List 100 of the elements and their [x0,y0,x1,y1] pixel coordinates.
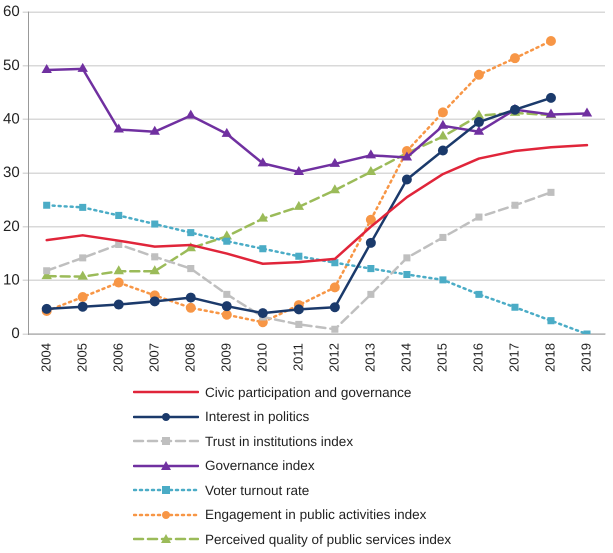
point [222,128,232,137]
point [114,300,124,310]
point [78,62,88,72]
point [475,214,482,221]
point [438,130,448,140]
point [547,188,555,196]
legend-label: Civic participation and governance [205,384,412,400]
point [330,282,340,292]
legend-label: Trust in institutions index [205,434,354,449]
point [367,265,374,272]
point [150,296,160,306]
point [78,270,88,280]
point [258,157,268,166]
point [366,214,376,225]
point [259,245,266,252]
point [42,304,52,314]
point [187,229,194,236]
x-tick-label: 2018 [542,343,558,372]
x-tick-label: 2004 [38,343,54,372]
x-tick-label: 2008 [182,343,198,372]
point [438,120,448,129]
legend-label: Perceived quality of public services index [205,532,452,547]
y-tick-label: 0 [11,325,20,342]
point [474,70,484,80]
point [330,302,340,312]
y-tick-label: 20 [2,218,20,235]
point [330,184,340,194]
point [366,166,376,175]
x-tick-label: 2015 [434,343,450,372]
point [151,220,158,228]
point [79,254,86,262]
point [115,212,122,219]
point [403,270,410,278]
x-tick-label: 2011 [290,343,306,372]
x-tick-label: 2007 [146,343,162,372]
point [511,304,518,311]
point [186,292,196,303]
point [114,124,124,133]
point [294,304,304,314]
point [223,290,230,298]
point [114,278,124,288]
point [402,151,412,160]
point [511,202,518,209]
x-tick-label: 2013 [362,343,378,372]
point [474,126,484,135]
point [402,174,412,184]
point [43,202,50,209]
x-tick-label: 2005 [74,343,90,372]
point [151,253,158,260]
point [330,158,340,167]
point [186,302,196,313]
point [258,212,268,222]
y-tick-label: 60 [2,3,20,20]
point [258,308,268,318]
point [474,117,484,128]
point [547,317,555,324]
point [78,302,88,312]
point [403,254,410,262]
legend-label: Engagement in public activities index [205,507,426,522]
point [150,265,160,274]
point [43,267,50,274]
point [114,265,124,274]
x-tick-label: 2017 [506,343,522,372]
point [187,265,194,272]
point [475,290,482,298]
point [186,110,196,119]
point [546,92,556,103]
point [295,252,302,260]
point [295,320,302,328]
y-tick-label: 50 [2,56,20,74]
point [294,166,304,175]
x-tick-label: 2019 [578,343,594,372]
x-tick-label: 2012 [326,343,342,372]
point [366,149,376,158]
point [439,234,446,241]
x-tick-label: 2010 [254,343,270,372]
point [438,145,448,156]
legend-label: Governance index [205,458,315,474]
point [79,204,86,211]
point [150,126,160,135]
x-tick-label: 2016 [470,343,486,372]
point [222,301,232,312]
point [78,292,88,302]
point [223,238,230,245]
legend-label: Voter turnout rate [205,482,310,498]
point [510,53,520,64]
point [438,107,448,118]
legend-label: Interest in politics [205,409,310,424]
point [367,290,374,298]
point [439,276,446,284]
point [331,326,338,333]
y-tick-label: 30 [2,164,20,182]
point [582,107,592,116]
point [546,36,556,46]
point [42,64,52,73]
y-tick-label: 40 [2,110,20,128]
point [222,310,232,320]
x-tick-label: 2009 [218,343,234,372]
x-tick-label: 2006 [110,343,126,372]
point [294,200,304,210]
